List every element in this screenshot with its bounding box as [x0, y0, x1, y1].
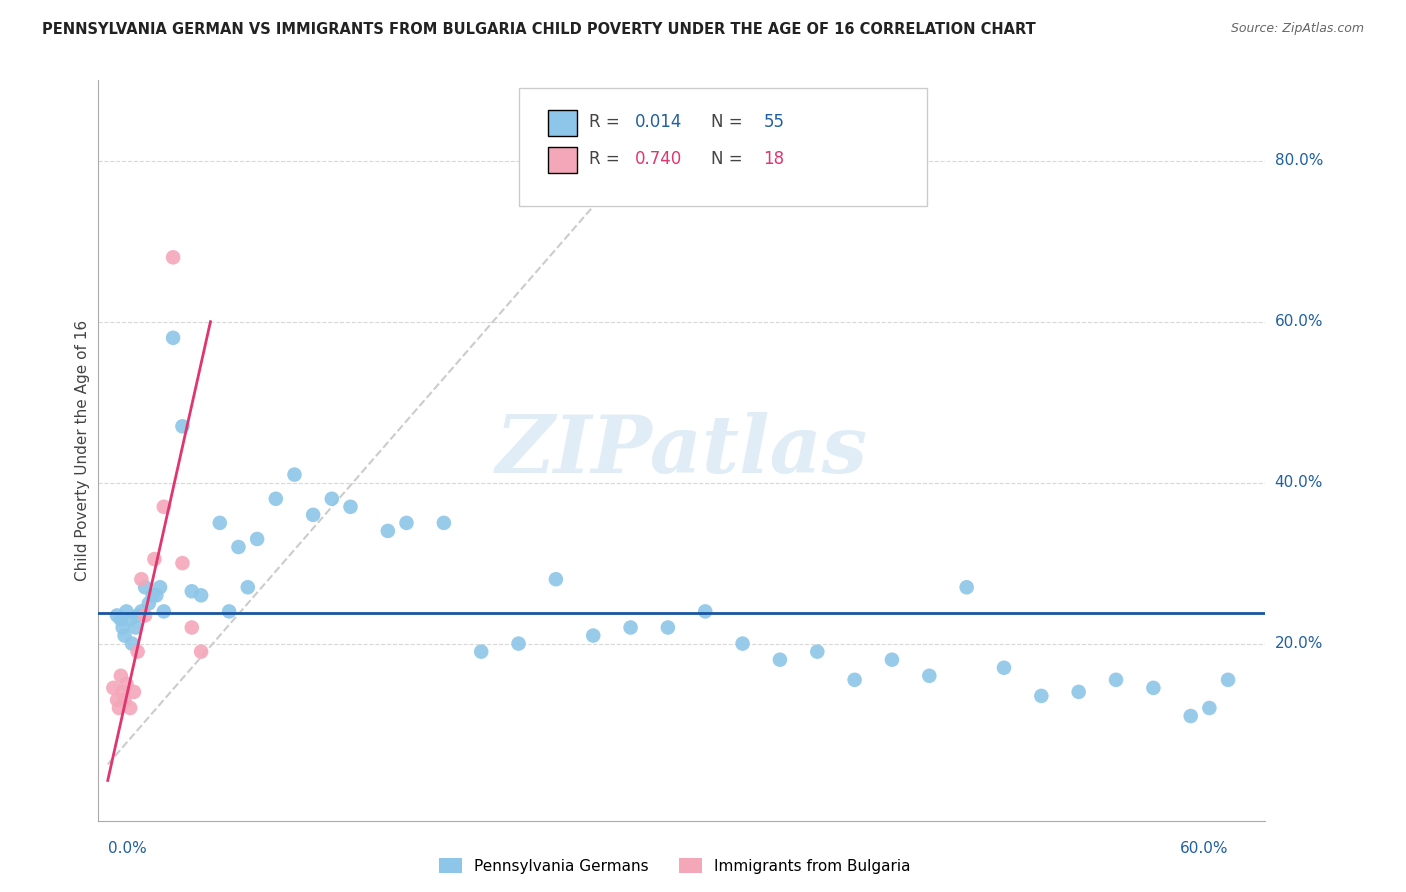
Text: ZIPatlas: ZIPatlas [496, 412, 868, 489]
Point [131, 572, 153, 586]
Point [236, 580, 259, 594]
Point [134, 580, 156, 594]
Point [880, 653, 903, 667]
Point [131, 604, 153, 618]
Text: Source: ZipAtlas.com: Source: ZipAtlas.com [1230, 22, 1364, 36]
Point [1180, 709, 1202, 723]
Point [162, 250, 184, 264]
Point [1067, 685, 1090, 699]
Point [103, 681, 125, 695]
Point [208, 516, 231, 530]
Point [246, 532, 269, 546]
Point [619, 620, 641, 634]
Text: 60.0%: 60.0% [1180, 841, 1227, 855]
Point [1198, 701, 1220, 715]
Point [172, 556, 194, 570]
Text: 80.0%: 80.0% [1275, 153, 1323, 169]
Text: 60.0%: 60.0% [1275, 314, 1323, 329]
Point [339, 500, 361, 514]
Point [111, 685, 134, 699]
Point [731, 637, 754, 651]
Point [470, 645, 492, 659]
Point [114, 628, 136, 642]
Point [127, 608, 149, 623]
Point [142, 588, 165, 602]
Text: N =: N = [711, 113, 748, 131]
Point [180, 584, 202, 599]
Point [582, 628, 605, 642]
Point [395, 516, 418, 530]
Point [321, 491, 343, 506]
Point [115, 604, 138, 618]
Point [190, 588, 212, 602]
Point [122, 685, 145, 699]
Point [145, 588, 167, 602]
FancyBboxPatch shape [548, 110, 576, 136]
Text: R =: R = [589, 151, 624, 169]
Point [162, 331, 184, 345]
Point [190, 645, 212, 659]
Point [228, 540, 250, 554]
Point [152, 500, 174, 514]
Point [114, 693, 136, 707]
Legend: Pennsylvania Germans, Immigrants from Bulgaria: Pennsylvania Germans, Immigrants from Bu… [433, 852, 917, 880]
Point [1031, 689, 1053, 703]
Point [918, 669, 941, 683]
Text: 18: 18 [763, 151, 785, 169]
Point [180, 620, 202, 634]
Point [695, 604, 717, 618]
Point [105, 693, 128, 707]
Point [115, 677, 138, 691]
Point [172, 419, 194, 434]
Point [138, 596, 160, 610]
Point [127, 645, 149, 659]
Point [110, 612, 132, 626]
Text: R =: R = [589, 113, 624, 131]
Point [264, 491, 287, 506]
Text: N =: N = [711, 151, 748, 169]
Point [844, 673, 866, 687]
Point [105, 608, 128, 623]
Text: 55: 55 [763, 113, 785, 131]
FancyBboxPatch shape [548, 147, 576, 173]
Point [433, 516, 456, 530]
Point [149, 580, 172, 594]
Point [508, 637, 530, 651]
Point [111, 620, 134, 634]
Point [377, 524, 399, 538]
Point [302, 508, 325, 522]
Y-axis label: Child Poverty Under the Age of 16: Child Poverty Under the Age of 16 [75, 320, 90, 581]
Text: 0.0%: 0.0% [108, 841, 146, 855]
Point [218, 604, 240, 618]
Point [956, 580, 979, 594]
Text: 0.014: 0.014 [636, 113, 682, 131]
FancyBboxPatch shape [519, 87, 927, 206]
Point [993, 661, 1015, 675]
Text: 0.740: 0.740 [636, 151, 682, 169]
Point [121, 637, 143, 651]
Point [657, 620, 679, 634]
Point [1216, 673, 1239, 687]
Point [806, 645, 828, 659]
Point [152, 604, 174, 618]
Point [143, 552, 166, 566]
Text: 20.0%: 20.0% [1275, 636, 1323, 651]
Text: 40.0%: 40.0% [1275, 475, 1323, 490]
Point [120, 612, 142, 626]
Point [125, 620, 148, 634]
Point [283, 467, 305, 482]
Point [544, 572, 567, 586]
Point [110, 669, 132, 683]
Point [1142, 681, 1164, 695]
Point [1105, 673, 1128, 687]
Point [108, 701, 131, 715]
Point [769, 653, 792, 667]
Text: PENNSYLVANIA GERMAN VS IMMIGRANTS FROM BULGARIA CHILD POVERTY UNDER THE AGE OF 1: PENNSYLVANIA GERMAN VS IMMIGRANTS FROM B… [42, 22, 1036, 37]
Point [134, 608, 156, 623]
Point [120, 701, 142, 715]
